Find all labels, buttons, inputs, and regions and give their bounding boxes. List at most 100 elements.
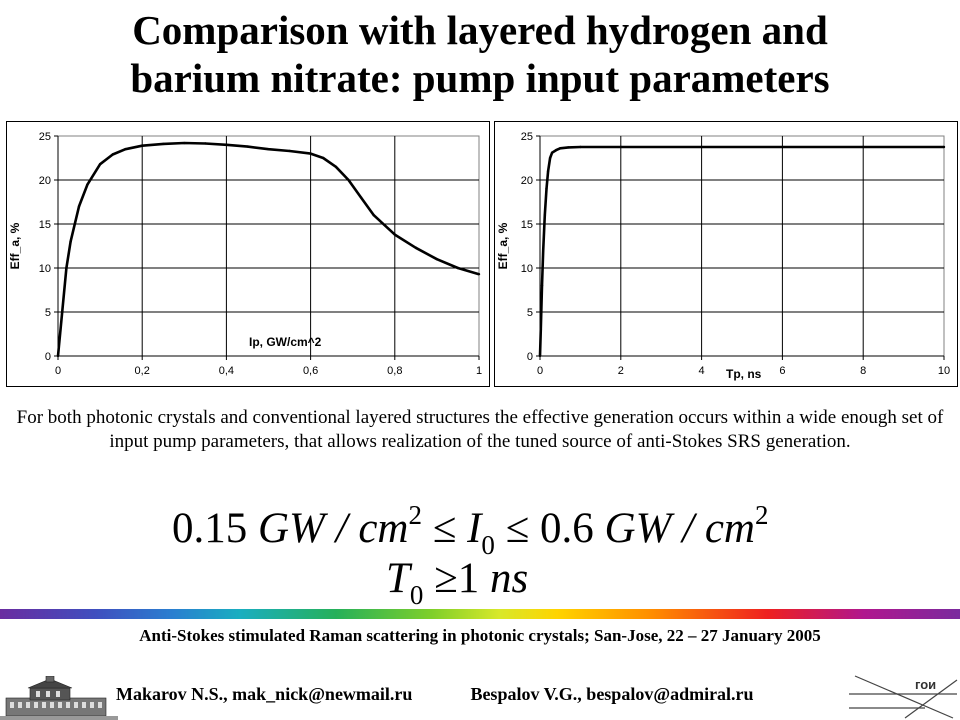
data-point bbox=[393, 233, 396, 236]
plot-area bbox=[539, 135, 945, 357]
y-tick-label: 15 bbox=[521, 219, 533, 231]
x-tick-label: 0,8 bbox=[387, 365, 402, 377]
x-tick-label: 10 bbox=[938, 365, 950, 377]
formula-number: 0.6 bbox=[540, 505, 594, 552]
series-line bbox=[538, 145, 944, 357]
data-point bbox=[246, 145, 249, 148]
formula-subscript: 0 bbox=[481, 530, 495, 560]
data-point bbox=[550, 151, 554, 154]
data-point bbox=[456, 266, 460, 270]
data-point bbox=[322, 156, 325, 160]
y-tick-label: 25 bbox=[521, 131, 533, 143]
series-line bbox=[56, 141, 480, 357]
data-point bbox=[781, 145, 784, 149]
y-tick-label: 0 bbox=[527, 351, 533, 363]
data-point bbox=[183, 141, 186, 145]
data-point bbox=[61, 310, 64, 314]
data-point bbox=[414, 246, 418, 249]
data-point bbox=[111, 153, 114, 156]
formula-variable: T bbox=[386, 555, 410, 602]
y-tick-label: 15 bbox=[39, 219, 51, 231]
data-point bbox=[204, 142, 207, 145]
data-point bbox=[542, 249, 545, 252]
data-point bbox=[539, 328, 543, 331]
y-tick-label: 10 bbox=[521, 263, 533, 275]
data-point bbox=[619, 145, 622, 149]
y-tick-label: 10 bbox=[39, 263, 51, 275]
data-point bbox=[538, 354, 542, 358]
data-point bbox=[288, 149, 291, 153]
data-point bbox=[477, 272, 481, 276]
author-makarov: Makarov N.S., mak_nick@newmail.ru bbox=[116, 684, 413, 704]
x-tick-label: 8 bbox=[860, 365, 866, 377]
data-point bbox=[65, 266, 68, 270]
x-tick-label: 2 bbox=[618, 365, 624, 377]
chart-duration: 0 5 10 15 20 25 0 2 4 6 8 10 Eff_a, % Tp, ns bbox=[494, 121, 958, 387]
x-tick-label: 0,6 bbox=[303, 365, 318, 377]
formula-intensity-range: 0.15 GW / cm2 ≤ I0 ≤ 0.6 GW / cm2 bbox=[172, 502, 768, 559]
formula-exponent: 2 bbox=[754, 500, 769, 530]
data-point bbox=[372, 214, 375, 217]
data-point bbox=[124, 148, 127, 151]
goi-logo: гои bbox=[849, 675, 958, 719]
y-tick-label: 5 bbox=[527, 307, 533, 319]
x-tick-label: 0,4 bbox=[219, 365, 234, 377]
y-tick-label: 20 bbox=[39, 175, 51, 187]
x-tick-label: 0,2 bbox=[135, 365, 150, 377]
data-point bbox=[554, 148, 558, 152]
plot-area bbox=[57, 135, 480, 357]
conference-line: Anti-Stokes stimulated Raman scattering … bbox=[139, 626, 821, 645]
data-point bbox=[77, 205, 81, 208]
data-point bbox=[86, 183, 89, 186]
x-tick-label: 6 bbox=[779, 365, 785, 377]
y-tick-label: 25 bbox=[39, 131, 51, 143]
formula-unit: GW / cm bbox=[258, 505, 409, 552]
title-line-1: Comparison with layered hydrogen and bbox=[132, 7, 828, 53]
data-point bbox=[162, 142, 165, 146]
data-point bbox=[69, 240, 72, 243]
data-point bbox=[559, 147, 562, 150]
data-point bbox=[942, 145, 946, 149]
x-tick-label: 1 bbox=[476, 365, 482, 377]
x-tick-label: 4 bbox=[699, 365, 705, 377]
description-text: For both photonic crystals and conventio… bbox=[16, 407, 944, 452]
chart-intensity: 0 5 10 15 20 25 0 0,2 0,4 0,6 0,8 1 Eff_a, % Ip, GW/c… bbox=[6, 121, 490, 387]
slide-title: Comparison with layered hydrogen and bar… bbox=[0, 6, 960, 102]
data-point bbox=[225, 143, 228, 146]
x-tick-label: 0 bbox=[537, 365, 543, 377]
data-point bbox=[267, 148, 270, 151]
y-tick-label: 20 bbox=[521, 175, 533, 187]
y-axis-label: Eff_a, % bbox=[8, 222, 22, 269]
data-point bbox=[334, 165, 338, 168]
chart-duration-svg: 0 5 10 15 20 25 0 2 4 6 8 10 Eff_a, % Tp, ns bbox=[496, 131, 950, 381]
formula-variable: I bbox=[467, 505, 482, 552]
rainbow-divider bbox=[0, 609, 960, 619]
y-tick-label: 5 bbox=[45, 307, 51, 319]
title-line-2: barium nitrate: pump input parameters bbox=[130, 55, 830, 101]
x-axis-label: Ip, GW/cm^2 bbox=[249, 335, 322, 349]
data-point bbox=[359, 196, 363, 199]
formula-exponent: 2 bbox=[408, 500, 422, 530]
authors-line: Makarov N.S., mak_nick@newmail.ru Bespalo… bbox=[116, 684, 754, 705]
goi-logo-text: гои bbox=[915, 677, 936, 692]
data-point bbox=[579, 145, 582, 149]
data-point bbox=[435, 258, 439, 261]
x-tick-label: 0 bbox=[55, 365, 61, 377]
formula-operator: ≤ bbox=[432, 505, 457, 552]
formula-duration-range: T0 ≥1 ns bbox=[386, 554, 529, 609]
data-point bbox=[862, 145, 865, 149]
formula-number: 0.15 bbox=[172, 505, 248, 552]
data-point bbox=[567, 146, 570, 149]
data-point bbox=[141, 144, 144, 147]
data-point bbox=[56, 354, 60, 358]
data-point bbox=[347, 178, 350, 182]
data-point bbox=[700, 145, 703, 149]
formula-number: 1 bbox=[457, 555, 480, 602]
data-point bbox=[546, 170, 550, 173]
data-point bbox=[543, 214, 547, 217]
university-building-logo bbox=[0, 676, 118, 720]
x-axis-label: Tp, ns bbox=[726, 367, 762, 381]
formula-unit: ns bbox=[490, 555, 529, 602]
author-bespalov: Bespalov V.G., bespalov@admiral.ru bbox=[470, 684, 754, 704]
data-point bbox=[98, 162, 102, 166]
